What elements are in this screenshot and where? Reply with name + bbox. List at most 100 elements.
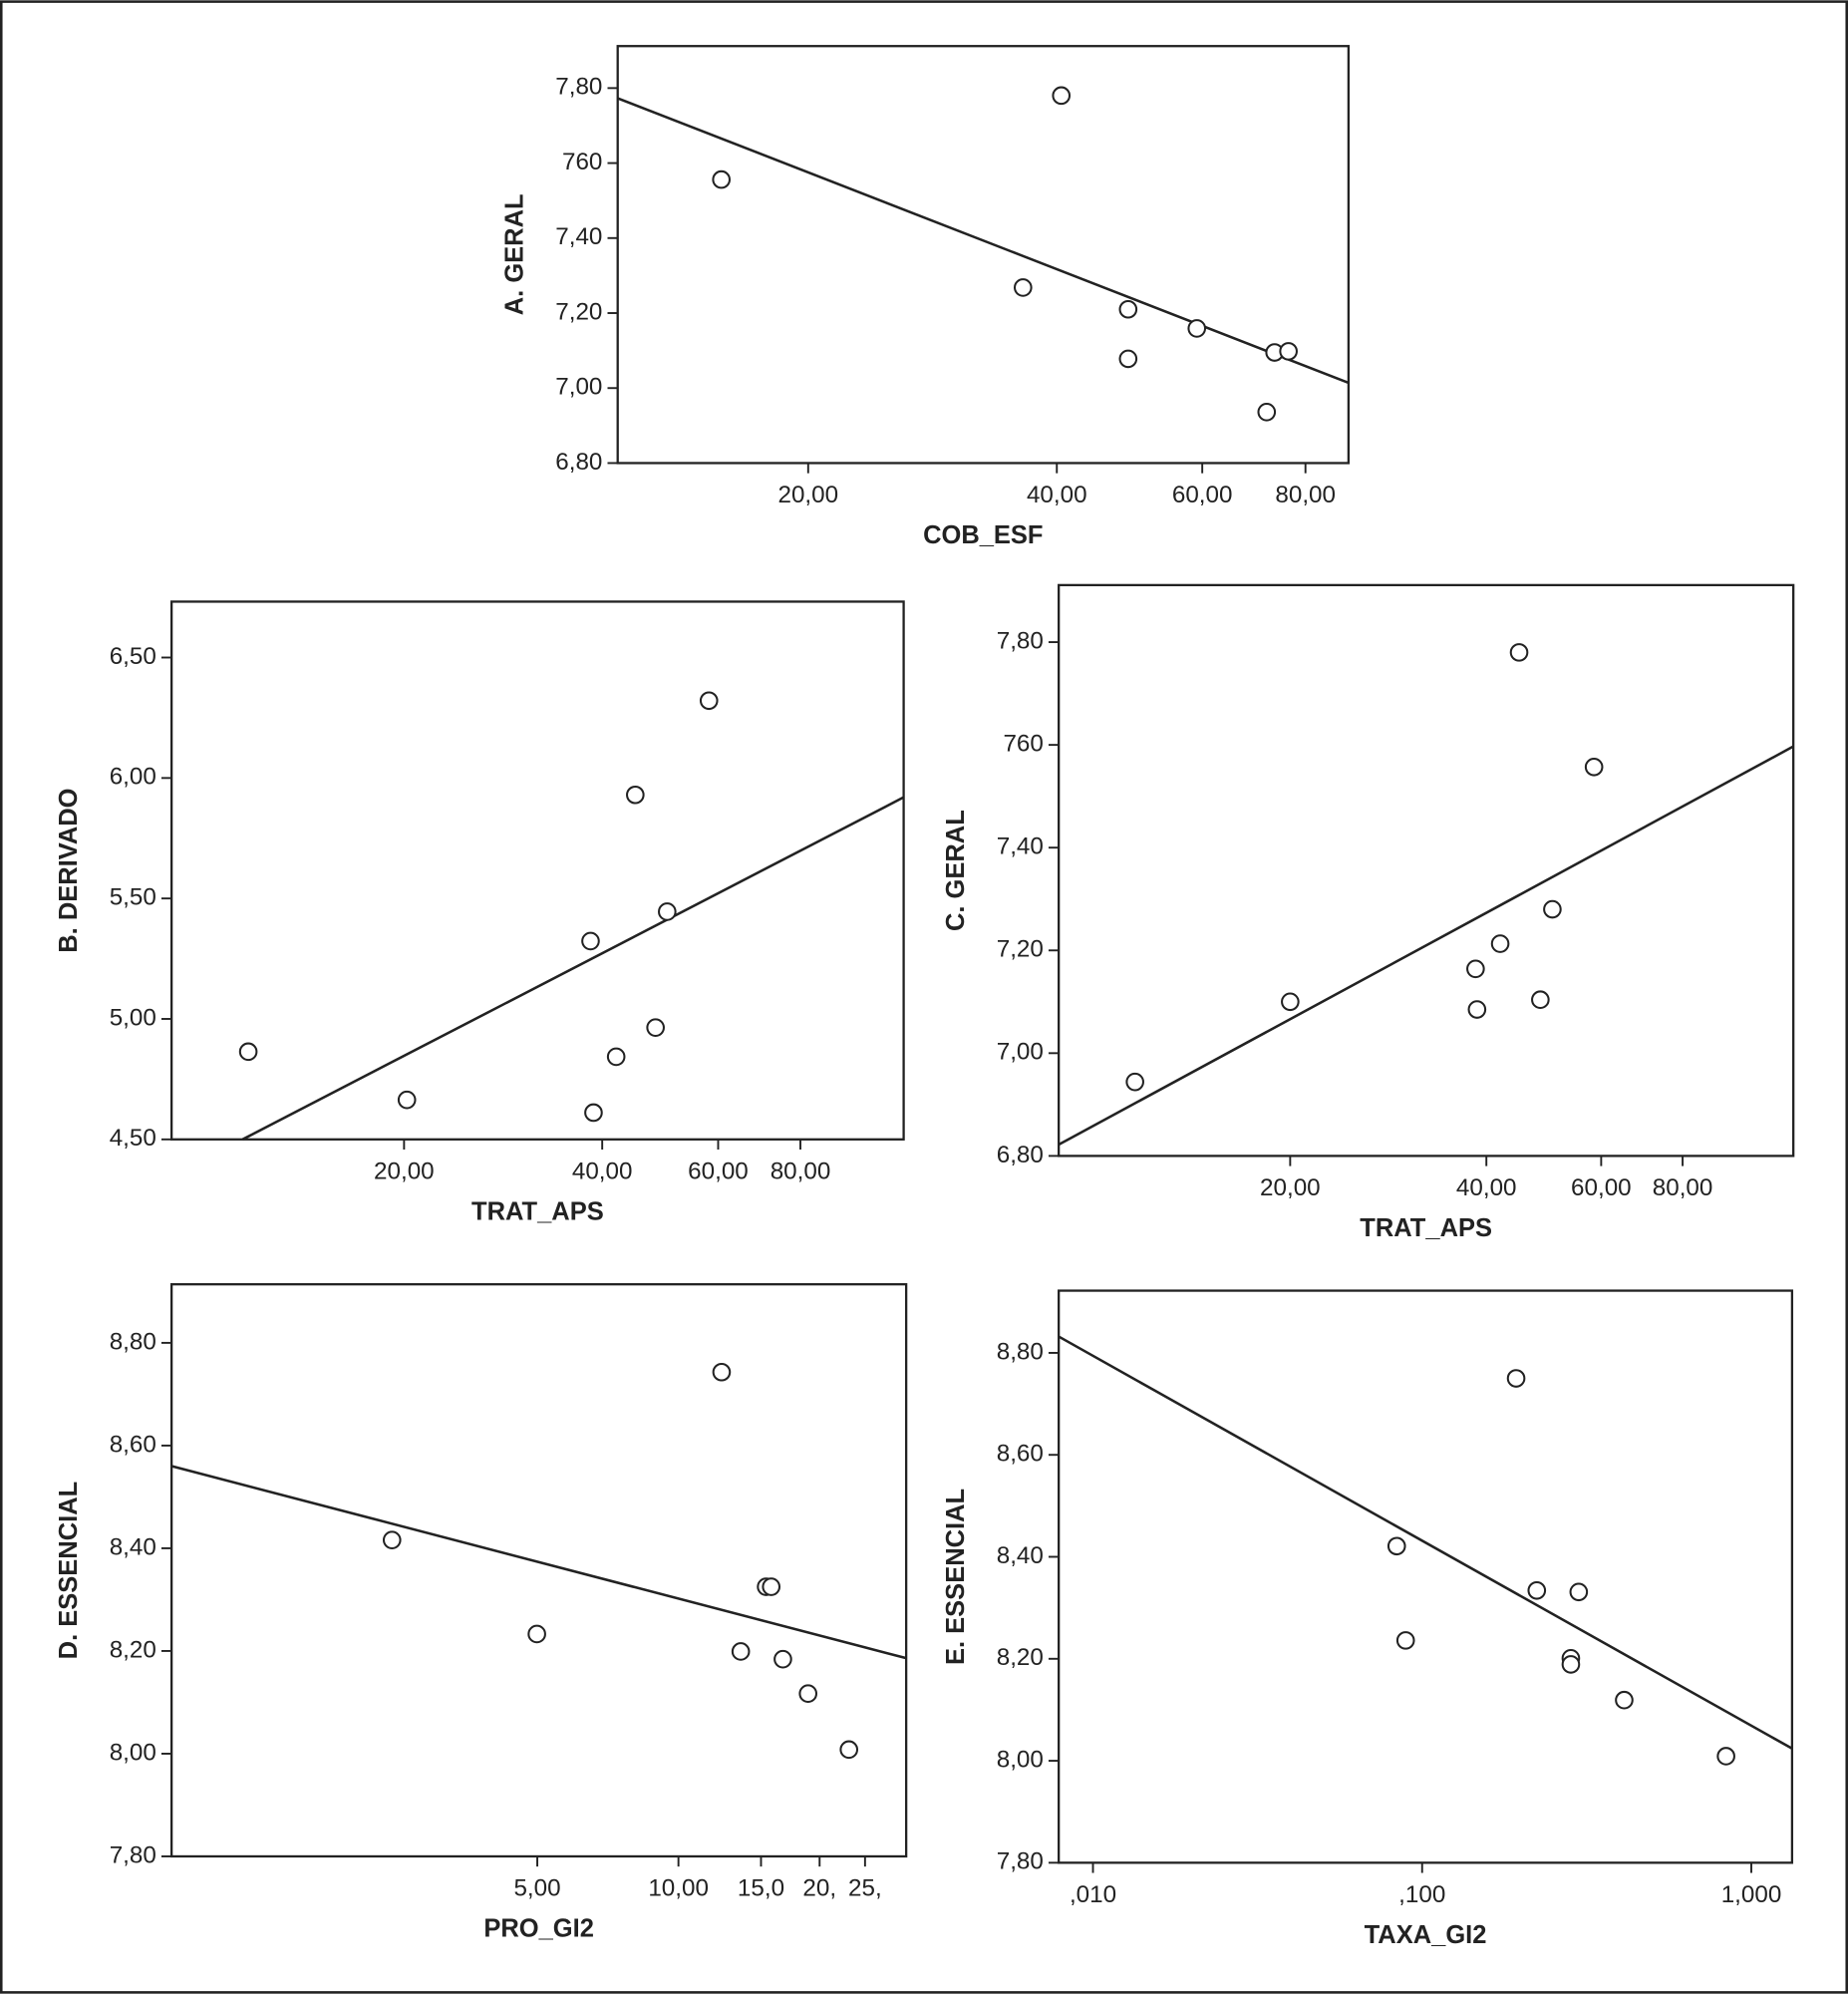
point xyxy=(1281,992,1300,1012)
point xyxy=(712,169,731,189)
point xyxy=(1118,299,1138,319)
y-axis-title: D. ESSENCIAL xyxy=(55,1482,83,1660)
point xyxy=(581,931,600,951)
x-tick-label: 10,00 xyxy=(648,1875,709,1902)
x-tick-label: 60,00 xyxy=(1172,482,1233,508)
fit-line xyxy=(1058,745,1794,1147)
y-tick-label: 6,00 xyxy=(110,764,156,791)
point xyxy=(606,1047,626,1067)
y-tick-label: 8,80 xyxy=(110,1328,156,1355)
point xyxy=(382,1530,402,1549)
point xyxy=(773,1649,792,1669)
x-axis-title: TAXA_GI2 xyxy=(1365,1921,1487,1949)
y-tick-label: 760 xyxy=(562,149,602,175)
fit-line xyxy=(241,796,905,1141)
point xyxy=(238,1042,258,1062)
y-tick-label: 6,80 xyxy=(555,449,602,476)
point xyxy=(1615,1690,1634,1710)
point xyxy=(1125,1072,1144,1092)
x-axis-title: TRAT_APS xyxy=(1360,1214,1492,1242)
point xyxy=(1052,86,1072,106)
x-tick-label: 5,00 xyxy=(513,1875,560,1902)
x-tick-label: 20,00 xyxy=(777,482,838,508)
y-tick-label: 7,80 xyxy=(110,1841,156,1868)
y-tick-label: 8,60 xyxy=(997,1441,1044,1468)
y-tick-label: 8,40 xyxy=(110,1533,156,1560)
y-tick-label: 8,40 xyxy=(997,1542,1044,1569)
plot-area xyxy=(169,600,905,1141)
x-tick-label: 20,00 xyxy=(374,1158,435,1184)
x-tick-label: 80,00 xyxy=(770,1158,831,1184)
point xyxy=(762,1577,781,1596)
y-tick-label: 7,80 xyxy=(997,1848,1044,1875)
y-tick-label: 8,60 xyxy=(110,1431,156,1458)
y-axis-title: A. GERAL xyxy=(500,193,528,315)
x-tick-label: ,010 xyxy=(1070,1881,1116,1908)
point xyxy=(712,1362,732,1382)
y-tick-label: 7,40 xyxy=(997,833,1044,860)
y-tick-label: 760 xyxy=(1003,731,1043,758)
point xyxy=(1543,899,1562,919)
y-tick-label: 5,50 xyxy=(110,884,156,911)
y-tick-label: 8,20 xyxy=(110,1636,156,1663)
point xyxy=(527,1624,546,1644)
y-tick-label: 7,40 xyxy=(555,223,602,250)
point xyxy=(1569,1582,1589,1602)
point xyxy=(1527,1580,1547,1600)
plot-area xyxy=(169,1283,908,1858)
point xyxy=(1509,643,1529,662)
point xyxy=(1506,1369,1526,1388)
x-axis-title: COB_ESF xyxy=(923,521,1043,549)
y-tick-label: 7,20 xyxy=(997,936,1044,963)
x-tick-label: 60,00 xyxy=(1571,1174,1632,1201)
x-tick-label: 40,00 xyxy=(1456,1174,1517,1201)
plot-area xyxy=(1058,583,1795,1158)
x-tick-label: 20, xyxy=(802,1875,836,1902)
point xyxy=(1531,990,1550,1010)
point xyxy=(646,1018,665,1037)
point xyxy=(1118,349,1138,369)
y-tick-label: 7,00 xyxy=(555,374,602,401)
point xyxy=(731,1642,751,1661)
x-tick-label: 15,0 xyxy=(738,1875,784,1902)
x-tick-label: 80,00 xyxy=(1653,1174,1713,1201)
x-axis-title: TRAT_APS xyxy=(471,1198,604,1226)
y-tick-label: 6,50 xyxy=(110,643,156,670)
y-tick-label: 7,80 xyxy=(555,74,602,101)
x-axis-title: PRO_GI2 xyxy=(483,1915,594,1943)
x-tick-label: 80,00 xyxy=(1275,482,1336,508)
point xyxy=(1561,1655,1581,1674)
point xyxy=(1716,1747,1735,1766)
y-tick-label: 7,00 xyxy=(997,1039,1044,1066)
point xyxy=(397,1090,417,1110)
y-tick-label: 5,00 xyxy=(110,1004,156,1031)
x-tick-label: 20,00 xyxy=(1260,1174,1321,1201)
point xyxy=(1490,934,1510,953)
x-tick-label: 25, xyxy=(848,1875,882,1902)
point xyxy=(839,1740,859,1760)
point xyxy=(1467,1000,1487,1019)
plot-area xyxy=(616,45,1351,465)
y-tick-label: 8,20 xyxy=(997,1644,1044,1671)
x-tick-label: 40,00 xyxy=(572,1158,633,1184)
x-tick-label: 1,000 xyxy=(1721,1881,1782,1908)
point xyxy=(658,902,677,921)
x-tick-label: ,100 xyxy=(1398,1881,1445,1908)
point xyxy=(1395,1631,1415,1650)
plot-area xyxy=(1058,1289,1794,1864)
point xyxy=(1279,342,1298,361)
fit-line xyxy=(617,97,1350,385)
y-tick-label: 7,20 xyxy=(555,298,602,325)
point xyxy=(699,691,719,711)
x-tick-label: 60,00 xyxy=(688,1158,749,1184)
y-tick-label: 8,80 xyxy=(997,1338,1044,1365)
point xyxy=(626,785,645,805)
y-tick-label: 8,00 xyxy=(997,1746,1044,1773)
y-tick-label: 7,80 xyxy=(997,627,1044,654)
point xyxy=(798,1684,818,1703)
point xyxy=(1257,402,1277,422)
point xyxy=(1466,959,1485,979)
y-axis-title: E. ESSENCIAL xyxy=(942,1489,970,1665)
